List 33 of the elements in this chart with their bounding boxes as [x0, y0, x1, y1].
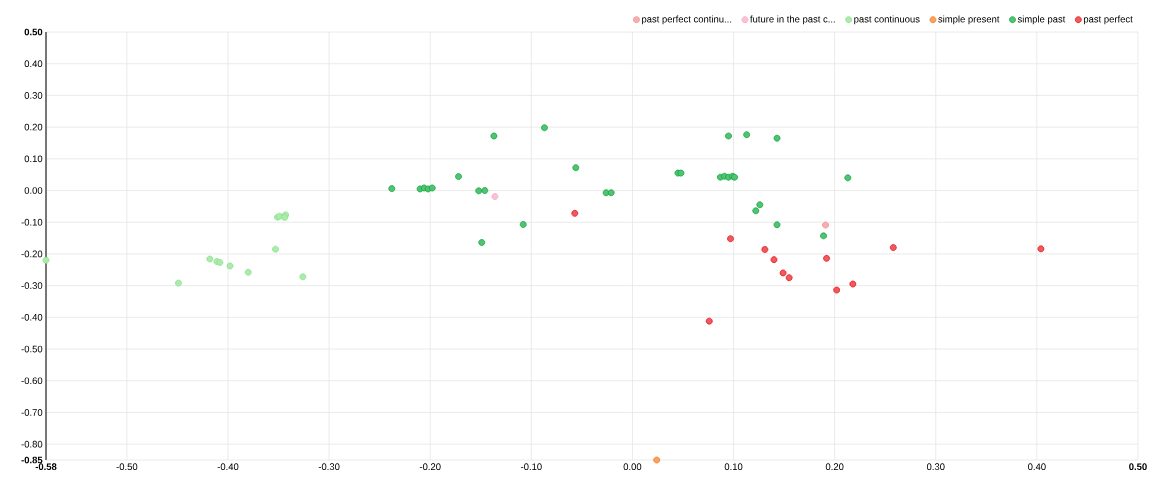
y-tick-label: -0.30: [21, 282, 43, 289]
y-tick-label: -0.40: [21, 313, 43, 321]
y-tick-label: -0.80: [21, 440, 43, 448]
y-tick-label: -0.50: [21, 345, 43, 353]
y-tick-label: -0.85: [21, 456, 43, 464]
x-tick-label: -0.30: [318, 463, 340, 471]
y-tick-label: 0.30: [24, 92, 43, 99]
y-tick-label: 0.10: [24, 155, 43, 163]
x-tick-label: 0.40: [1028, 463, 1046, 471]
x-tick-label: 0.00: [623, 463, 642, 471]
x-tick-label: -0.50: [116, 463, 138, 471]
legend-label: simple past: [1017, 15, 1066, 25]
x-tick-label: 0.30: [926, 463, 945, 471]
y-tick-label: 0.40: [24, 60, 43, 68]
y-tick-label: 0.00: [24, 187, 43, 194]
y-tick-label: 0.20: [24, 123, 43, 131]
y-tick-label: -0.10: [21, 218, 43, 226]
x-tick-label: 0.20: [825, 463, 844, 471]
legend-label: past continuous: [854, 15, 920, 25]
y-tick-label: 0.50: [24, 28, 43, 36]
x-tick-label: 0.10: [724, 463, 743, 471]
x-tick-label: -0.58: [35, 463, 57, 471]
legend-label: past perfect: [1083, 15, 1133, 25]
y-tick-label: -0.60: [21, 377, 43, 385]
x-tick-label: 0.50: [1129, 463, 1147, 471]
x-tick-label: -0.10: [520, 463, 542, 471]
legend-label: future in the past c...: [750, 15, 835, 25]
y-tick-label: -0.20: [21, 250, 43, 258]
legend-label: past perfect continu...: [642, 15, 732, 25]
x-tick-label: -0.20: [419, 463, 441, 471]
legend-label: simple present: [938, 15, 1000, 25]
x-tick-label: -0.40: [217, 463, 239, 471]
y-tick-label: -0.70: [21, 409, 43, 416]
